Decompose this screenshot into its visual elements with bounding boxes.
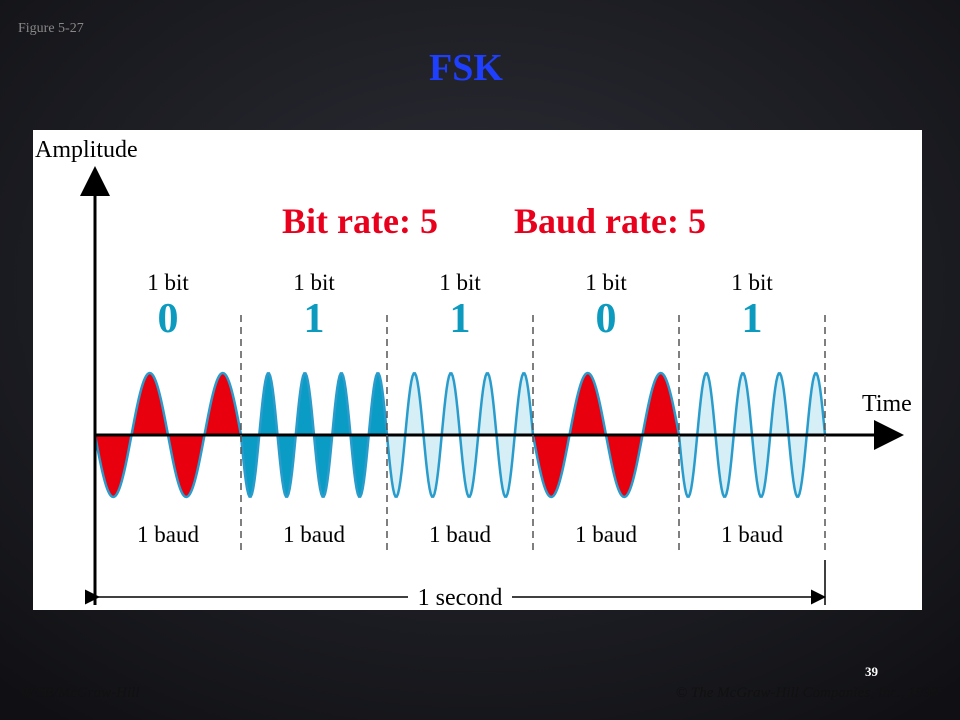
bit-label: 1 bit (439, 270, 481, 295)
bit-rate: Bit rate: 5 (282, 201, 438, 241)
time-label: Time (862, 391, 912, 417)
bit-value: 1 (304, 296, 325, 342)
bit-value: 1 (742, 296, 763, 342)
bit-label: 1 bit (293, 270, 335, 295)
page-number: 39 (865, 664, 879, 679)
figure-number: Figure 5-27 (18, 21, 84, 36)
bit-label: 1 bit (585, 270, 627, 295)
bit-label: 1 bit (731, 270, 773, 295)
bit-value: 0 (158, 296, 179, 342)
baud-label: 1 baud (283, 522, 345, 547)
baud-label: 1 baud (137, 522, 199, 547)
baud-label: 1 baud (429, 522, 491, 547)
publisher: WCB/McGraw-Hill (22, 685, 140, 701)
copyright: © The McGraw-Hill Companies, Inc., 1998 (676, 685, 939, 701)
bit-label: 1 bit (147, 270, 189, 295)
bit-value: 0 (596, 296, 617, 342)
duration-label-bg (408, 585, 512, 609)
diagram-panel (33, 130, 922, 610)
baud-label: 1 baud (721, 522, 783, 547)
amplitude-label: Amplitude (35, 137, 138, 163)
bit-value: 1 (450, 296, 471, 342)
baud-rate: Baud rate: 5 (514, 201, 706, 241)
slide-title: FSK (429, 47, 503, 89)
baud-label: 1 baud (575, 522, 637, 547)
duration-label: 1 second (418, 585, 503, 611)
